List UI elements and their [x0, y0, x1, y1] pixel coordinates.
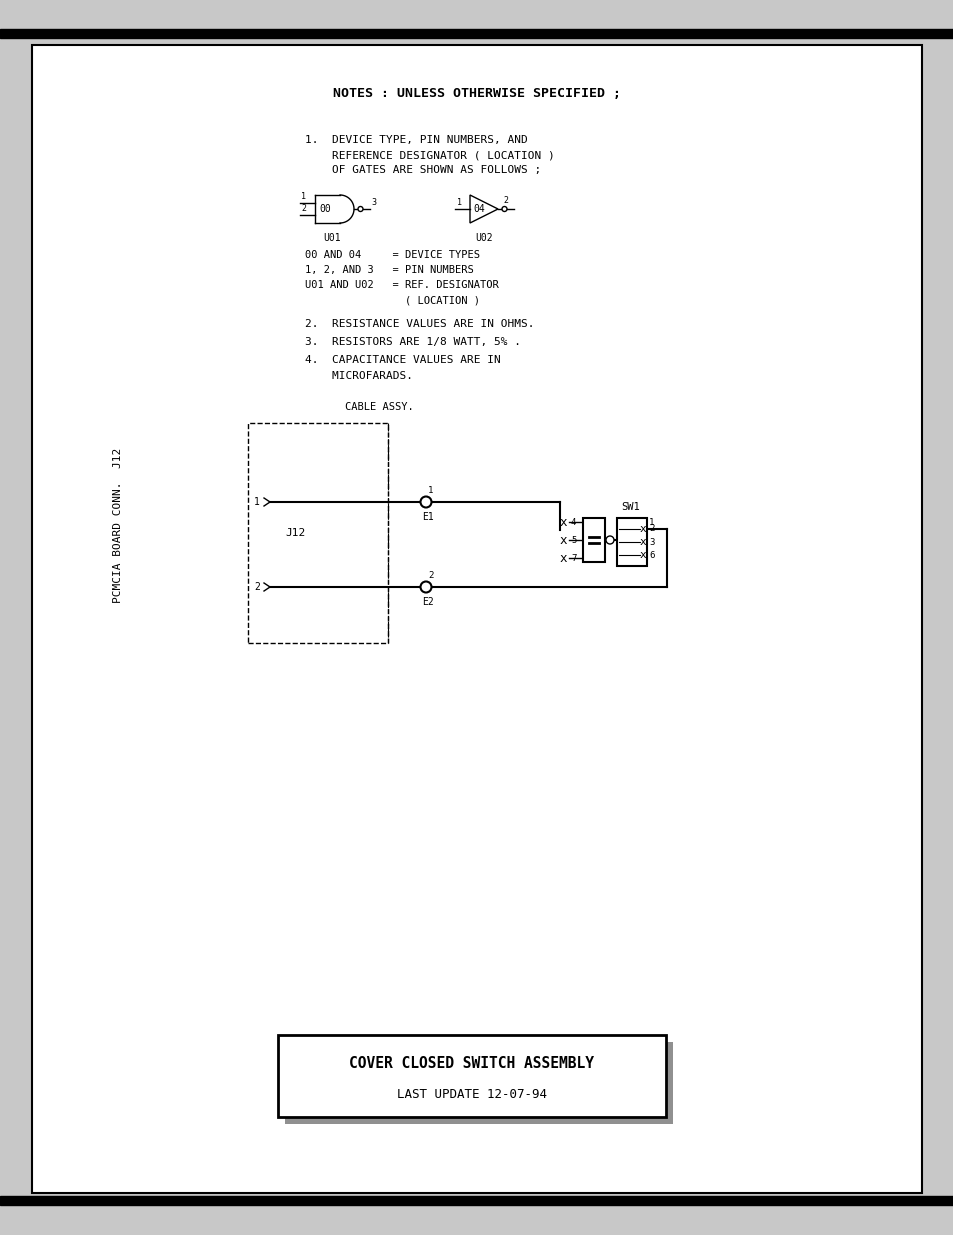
Circle shape [605, 536, 614, 543]
Text: J12: J12 [286, 529, 306, 538]
Bar [582, 517, 604, 562]
Text: NOTES : UNLESS OTHERWISE SPECIFIED ;: NOTES : UNLESS OTHERWISE SPECIFIED ; [333, 86, 620, 100]
Circle shape [501, 206, 506, 211]
Text: 04: 04 [473, 204, 485, 214]
Text: 1: 1 [253, 496, 259, 508]
Bar [0, 1195, 953, 1205]
Text: x: x [558, 515, 566, 529]
Text: 5: 5 [571, 536, 576, 545]
Text: 2: 2 [502, 196, 507, 205]
Text: COVER CLOSED SWITCH ASSEMBLY: COVER CLOSED SWITCH ASSEMBLY [349, 1056, 594, 1071]
Text: U02: U02 [475, 233, 493, 243]
Text: 3: 3 [371, 198, 375, 207]
Text: E2: E2 [421, 597, 434, 606]
Text: REFERENCE DESIGNATOR ( LOCATION ): REFERENCE DESIGNATOR ( LOCATION ) [305, 149, 554, 161]
Bar [248, 424, 388, 643]
Circle shape [357, 206, 363, 211]
Text: x: x [639, 537, 646, 547]
Text: 2.  RESISTANCE VALUES ARE IN OHMS.: 2. RESISTANCE VALUES ARE IN OHMS. [305, 319, 534, 329]
Text: 1.  DEVICE TYPE, PIN NUMBERS, AND: 1. DEVICE TYPE, PIN NUMBERS, AND [305, 135, 527, 144]
Text: ( LOCATION ): ( LOCATION ) [305, 295, 479, 305]
Text: x: x [639, 551, 646, 561]
Text: x: x [639, 524, 646, 534]
Text: 4.  CAPACITANCE VALUES ARE IN: 4. CAPACITANCE VALUES ARE IN [305, 354, 500, 366]
Text: E1: E1 [421, 513, 434, 522]
Text: U01 AND U02   = REF. DESIGNATOR: U01 AND U02 = REF. DESIGNATOR [305, 280, 498, 290]
Text: 1: 1 [301, 191, 306, 200]
Text: 3.  RESISTORS ARE 1/8 WATT, 5% .: 3. RESISTORS ARE 1/8 WATT, 5% . [305, 337, 520, 347]
Text: 4: 4 [571, 517, 576, 526]
Text: CABLE ASSY.: CABLE ASSY. [345, 403, 414, 412]
Text: LAST UPDATE 12-07-94: LAST UPDATE 12-07-94 [396, 1088, 546, 1100]
Text: U01: U01 [323, 233, 341, 243]
Text: 1, 2, AND 3   = PIN NUMBERS: 1, 2, AND 3 = PIN NUMBERS [305, 266, 474, 275]
Text: OF GATES ARE SHOWN AS FOLLOWS ;: OF GATES ARE SHOWN AS FOLLOWS ; [305, 165, 540, 175]
Text: PCMCIA BOARD CONN.  J12: PCMCIA BOARD CONN. J12 [112, 447, 123, 603]
Text: 1: 1 [648, 517, 654, 527]
Text: 3: 3 [648, 537, 654, 547]
Text: 00 AND 04     = DEVICE TYPES: 00 AND 04 = DEVICE TYPES [305, 249, 479, 261]
Bar [285, 1042, 672, 1124]
Text: 00: 00 [319, 204, 331, 214]
Text: SW1: SW1 [621, 501, 639, 513]
Polygon shape [470, 195, 497, 224]
Circle shape [420, 582, 431, 593]
Text: 1: 1 [428, 487, 433, 495]
Circle shape [420, 496, 431, 508]
Text: 2: 2 [648, 524, 654, 534]
Text: x: x [558, 552, 566, 564]
Text: 1: 1 [456, 198, 461, 207]
Text: x: x [558, 534, 566, 547]
Bar [277, 1035, 665, 1116]
Text: MICROFARADS.: MICROFARADS. [305, 370, 413, 382]
Text: 7: 7 [571, 553, 576, 562]
Text: 6: 6 [648, 551, 654, 559]
Bar [617, 517, 646, 566]
Text: 2: 2 [428, 571, 433, 580]
Text: 2: 2 [301, 205, 306, 214]
Bar [0, 28, 953, 38]
Text: 2: 2 [253, 582, 259, 592]
